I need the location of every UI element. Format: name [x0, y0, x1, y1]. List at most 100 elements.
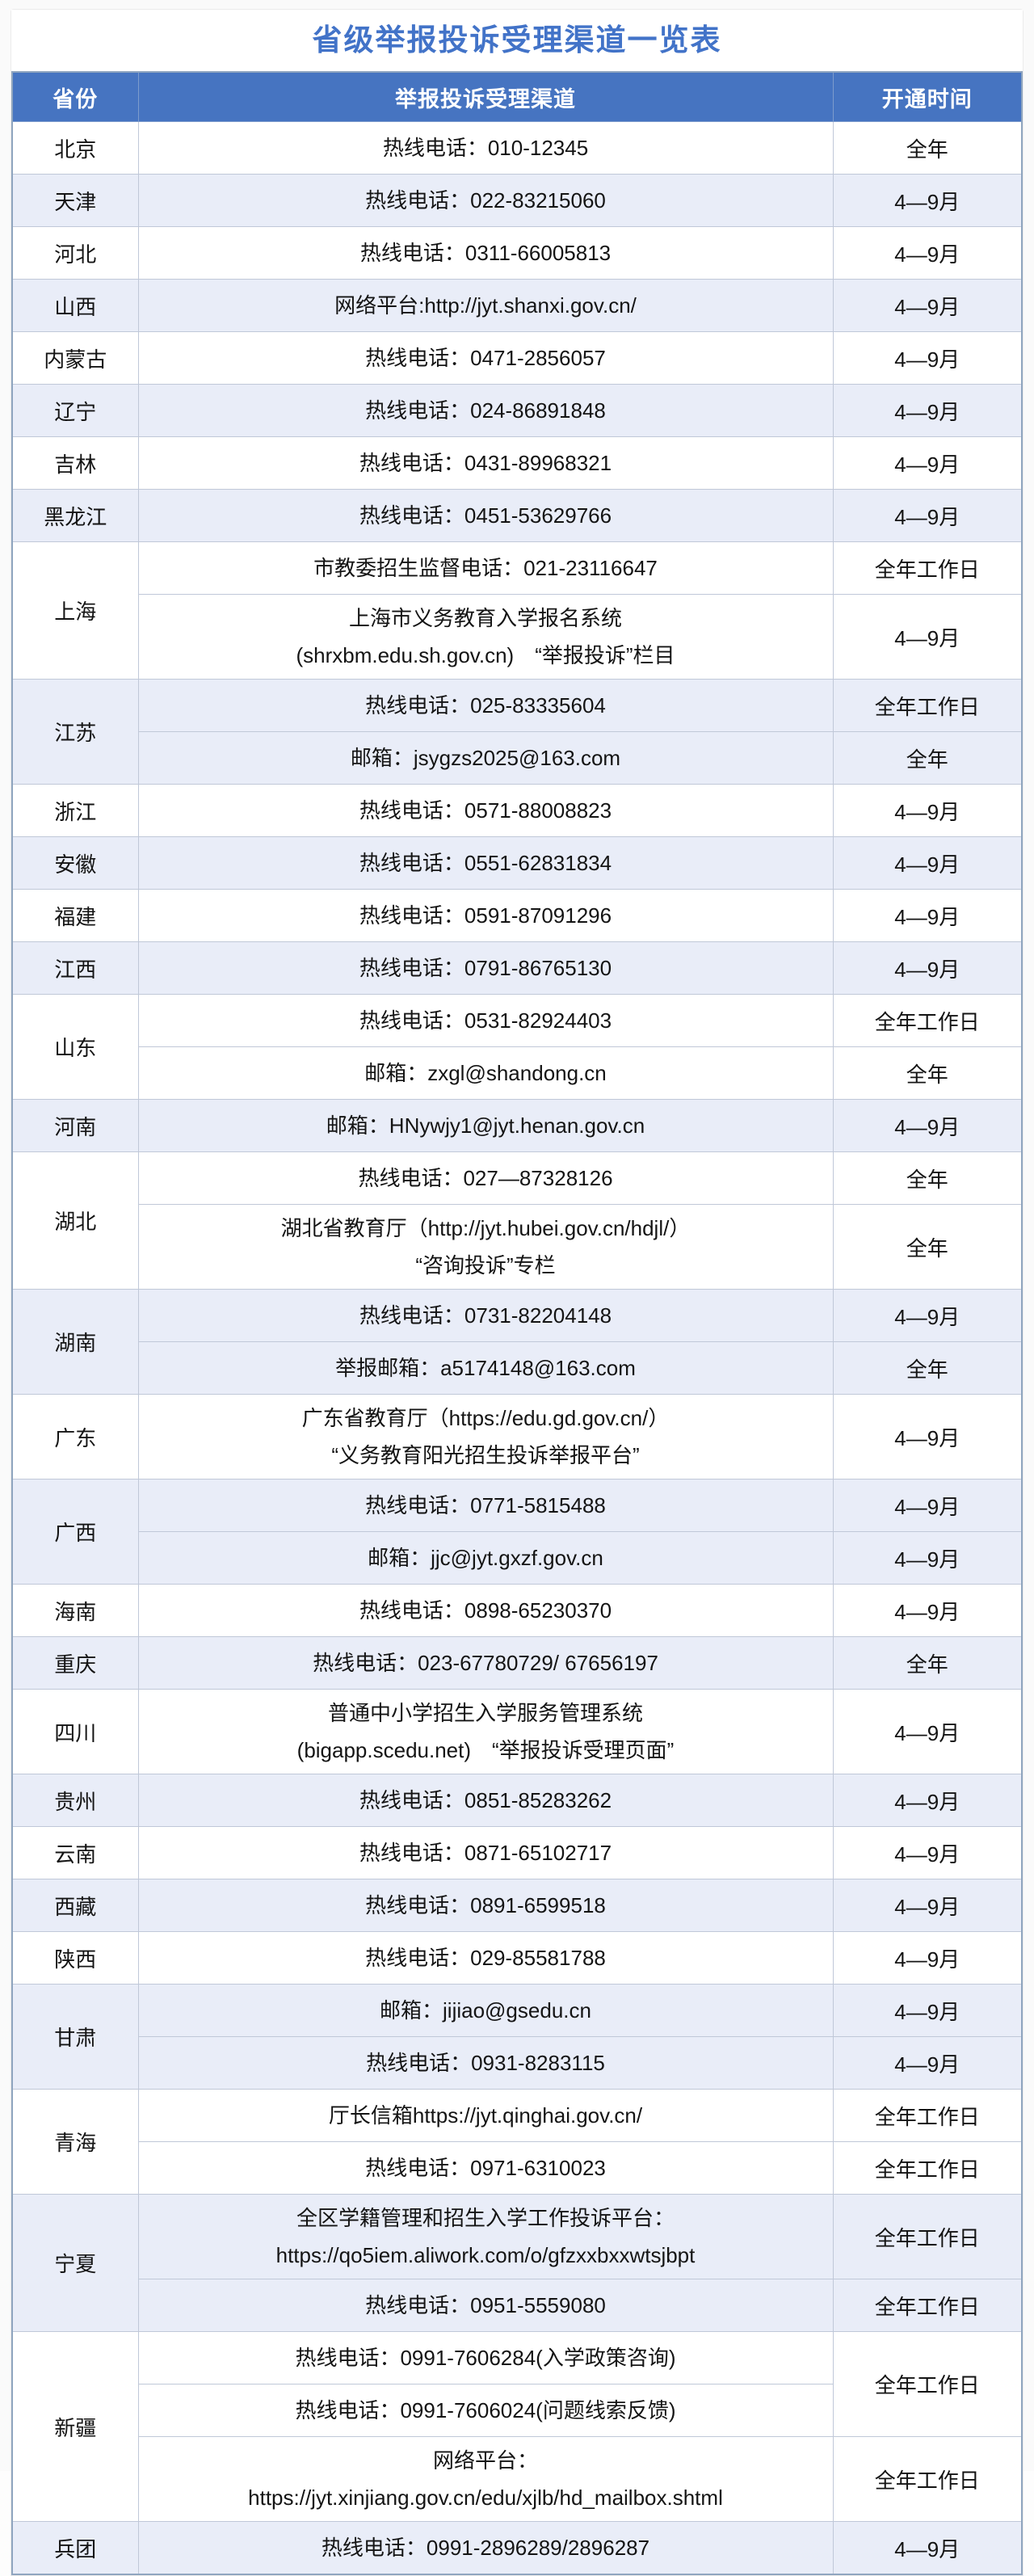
- time-cell: 4—9月: [832, 1099, 1023, 1152]
- channel-cell: 热线电话：022-83215060: [137, 174, 834, 227]
- channel-line: 热线电话：0571-88008823: [359, 798, 612, 823]
- time-cell: 全年工作日: [832, 2141, 1023, 2195]
- table-row: 西藏 热线电话：0891-6599518 4—9月: [11, 1879, 1023, 1932]
- table-row: 上海 市教委招生监督电话：021-23116647 全年工作日: [11, 541, 1023, 680]
- channel-line: 热线电话：0451-53629766: [359, 503, 612, 528]
- time-cell: 全年: [832, 121, 1023, 175]
- channel-line: 广东省教育厅（https://edu.gd.gov.cn/）: [301, 1406, 670, 1430]
- time-cell: 4—9月: [832, 1826, 1023, 1879]
- table-row: 热线电话：0971-6310023 全年工作日: [12, 2141, 1023, 2195]
- province-cell: 广西: [11, 1479, 139, 1585]
- channel-line: 热线电话：0551-62831834: [359, 851, 612, 875]
- channel-line: 邮箱：zxgl@shandong.cn: [364, 1061, 607, 1085]
- province-cell: 福建: [11, 889, 139, 942]
- province-cell: 新疆: [11, 2331, 139, 2522]
- header-row: 省份 举报投诉受理渠道 开通时间: [11, 71, 1023, 122]
- channel-line: 市教委招生监督电话：021-23116647: [313, 556, 658, 580]
- time-cell: 4—9月: [832, 279, 1023, 332]
- province-cell: 海南: [11, 1584, 139, 1637]
- table-row: 广西 热线电话：0771-5815488 4—9月: [11, 1479, 1023, 1585]
- time-cell: 全年工作日: [832, 679, 1023, 732]
- channel-line: 热线电话：0851-85283262: [359, 1788, 612, 1812]
- time-cell: 全年: [832, 1204, 1023, 1290]
- table-row: 热线电话：0991-7606024(问题线索反馈): [12, 2384, 1022, 2437]
- channel-cell: 热线电话：0951-5559080: [137, 2279, 834, 2332]
- time-cell: 4—9月: [832, 1584, 1023, 1637]
- channel-cell: 邮箱：jsygzs2025@163.com: [137, 731, 834, 785]
- channel-cell: 热线电话：0991-7606024(问题线索反馈): [137, 2384, 834, 2437]
- time-cell: 4—9月: [832, 436, 1023, 490]
- province-cell: 吉林: [11, 436, 139, 490]
- province-cell: 辽宁: [11, 384, 139, 437]
- table-card: 省级举报投诉受理渠道一览表 省份 举报投诉受理渠道 开通时间 北京 热线电话：01…: [11, 9, 1023, 2576]
- channel-cell: 邮箱：HNywjy1@jyt.henan.gov.cn: [137, 1099, 834, 1152]
- table-row: 山东 热线电话：0531-82924403 全年工作日: [11, 994, 1023, 1100]
- table-row: 山西 网络平台:http://jyt.shanxi.gov.cn/4—9月: [11, 279, 1023, 332]
- table-row: 青海 厅长信箱https://jyt.qinghai.gov.cn/全年工作日: [11, 2089, 1023, 2195]
- province-cell: 内蒙古: [11, 331, 139, 385]
- channel-cell: 热线电话：0771-5815488: [137, 1479, 834, 1532]
- channel-cell: 热线电话：0991-7606284(入学政策咨询): [137, 2331, 834, 2384]
- channel-line: 热线电话：0431-89968321: [359, 451, 612, 475]
- channel-cell: 邮箱：jjc@jyt.gxzf.gov.cn: [137, 1531, 834, 1585]
- channel-cell: 热线电话：0551-62831834: [137, 836, 834, 890]
- channel-cell: 热线电话：023-67780729/ 67656197: [137, 1636, 834, 1690]
- channel-line: https://jyt.xinjiang.gov.cn/edu/xjlb/hd_…: [248, 2486, 723, 2510]
- channel-line: 热线电话：025-83335604: [365, 693, 606, 718]
- table-row: 重庆 热线电话：023-67780729/ 67656197 全年: [11, 1636, 1023, 1690]
- channel-cell: 热线电话：0731-82204148: [137, 1289, 834, 1342]
- page: 省级举报投诉受理渠道一览表 省份 举报投诉受理渠道 开通时间 北京 热线电话：01…: [11, 9, 1023, 2576]
- table-row: 江西 热线电话：0791-86765130 4—9月: [11, 941, 1023, 995]
- channel-cell: 广东省教育厅（https://edu.gd.gov.cn/） “义务教育阳光招生投…: [137, 1394, 834, 1480]
- channel-line: 厅长信箱https://jyt.qinghai.gov.cn/: [328, 2103, 643, 2128]
- time-cell: 4—9月: [832, 384, 1023, 437]
- table-row: 广东 广东省教育厅（https://edu.gd.gov.cn/） “义务教育阳光招…: [11, 1394, 1023, 1480]
- table-row: 河北 热线电话：0311-66005813 4—9月: [11, 226, 1023, 280]
- province-cell: 云南: [11, 1826, 139, 1879]
- channel-line: https://qo5iem.aliwork.com/o/gfzxxbxxwts…: [275, 2243, 696, 2267]
- time-cell: 全年工作日: [832, 994, 1023, 1047]
- table-row: 云南 热线电话：0871-65102717 4—9月: [11, 1826, 1023, 1879]
- channel-cell: 热线电话：0871-65102717: [137, 1826, 834, 1879]
- table-row: 福建 热线电话：0591-87091296 4—9月: [11, 889, 1023, 942]
- province-cell: 山东: [11, 994, 139, 1100]
- time-cell: 全年: [832, 1046, 1023, 1100]
- table-row: 新疆 热线电话：0991-7606284(入学政策咨询) 全年工作日: [11, 2331, 1023, 2522]
- channel-cell: 普通中小学招生入学服务管理系统 (bigapp.scedu.net) “举报投诉受…: [137, 1689, 834, 1774]
- time-cell: 4—9月: [832, 1394, 1023, 1480]
- channel-line: 热线电话：0931-8283115: [366, 2051, 605, 2075]
- time-cell: 全年工作日: [832, 541, 1023, 595]
- province-cell: 宁夏: [11, 2194, 139, 2332]
- channel-line: (shrxbm.edu.sh.gov.cn) “举报投诉”栏目: [296, 643, 675, 667]
- channel-cell: 热线电话：029-85581788: [137, 1931, 834, 1985]
- province-cell: 广东: [11, 1394, 139, 1480]
- channel-cell: 热线电话：0931-8283115: [137, 2036, 834, 2090]
- table-row: 辽宁 热线电话：024-86891848 4—9月: [11, 384, 1023, 437]
- channel-cell: 热线电话：0791-86765130: [137, 941, 834, 995]
- channel-line: 热线电话：0991-7606284(入学政策咨询): [295, 2346, 676, 2370]
- time-cell: 4—9月: [832, 489, 1023, 542]
- channel-line: 热线电话：027—87328126: [358, 1166, 613, 1190]
- table-row: 热线电话：0951-5559080 全年工作日: [12, 2279, 1023, 2332]
- channel-line: 网络平台:http://jyt.shanxi.gov.cn/: [334, 293, 637, 318]
- table-row: 内蒙古 热线电话：0471-2856057 4—9月: [11, 331, 1023, 385]
- channel-line: 热线电话：010-12345: [382, 136, 589, 160]
- province-cell: 兵团: [11, 2521, 139, 2575]
- time-cell: 4—9月: [832, 331, 1023, 385]
- header-province: 省份: [11, 71, 139, 122]
- channel-line: 热线电话：024-86891848: [365, 398, 606, 423]
- province-cell: 北京: [11, 121, 139, 175]
- channel-cell: 热线电话：0898-65230370: [137, 1584, 834, 1637]
- time-cell: 全年工作日: [832, 2331, 1023, 2437]
- province-cell: 江西: [11, 941, 139, 995]
- table-row: 吉林 热线电话：0431-89968321 4—9月: [11, 436, 1023, 490]
- channel-line: 热线电话：0898-65230370: [359, 1598, 612, 1623]
- channel-line: 热线电话：029-85581788: [365, 1946, 606, 1970]
- table-row: 四川 普通中小学招生入学服务管理系统 (bigapp.scedu.net) “举报投…: [11, 1689, 1023, 1774]
- channel-line: 热线电话：0991-2896289/2896287: [321, 2536, 650, 2560]
- table-row: 邮箱：jjc@jyt.gxzf.gov.cn 4—9月: [12, 1531, 1023, 1585]
- channel-cell: 上海市义务教育入学报名系统 (shrxbm.edu.sh.gov.cn) “举报投…: [137, 594, 834, 680]
- table-header: 省份 举报投诉受理渠道 开通时间: [11, 71, 1023, 122]
- channel-line: 邮箱：jjc@jyt.gxzf.gov.cn: [368, 1546, 603, 1570]
- province-cell: 贵州: [11, 1774, 139, 1827]
